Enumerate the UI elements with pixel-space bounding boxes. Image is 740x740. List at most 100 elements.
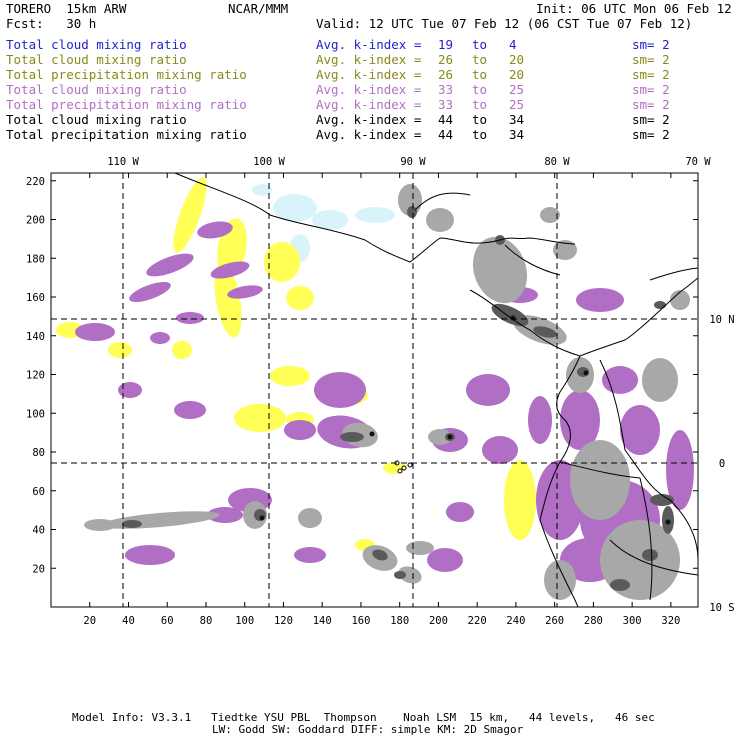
cloud-region-gray (642, 358, 678, 402)
legend-row: Total precipitation mixing ratio Avg. k-i… (6, 67, 736, 82)
x-tick-label: 140 (313, 615, 332, 627)
longitude-label: 80 W (544, 156, 570, 168)
coastline-yucatan (414, 192, 471, 211)
cloud-region-gray (398, 566, 422, 584)
legend-kindex-label: Avg. k-index = (316, 52, 422, 67)
cloud-peak (665, 519, 671, 525)
legend-kindex-label: Avg. k-index = (316, 67, 422, 82)
y-tick-label: 160 (26, 292, 45, 304)
org-label: NCAR/MMM (228, 1, 289, 16)
y-tick-label: 40 (32, 525, 45, 537)
cloud-region-gray (84, 519, 116, 531)
cloud-region-gray (426, 208, 454, 232)
x-tick-label: 60 (161, 615, 174, 627)
cloud-region-purple (197, 221, 233, 239)
cloud-core-dark (340, 432, 364, 442)
cloud-peak (369, 431, 375, 437)
footer-model-info: Model Info: V3.3.1 Tiedtke YSU PBL Thomp… (72, 711, 655, 724)
valid-time: Valid: 12 UTC Tue 07 Feb 12 (06 CST Tue … (316, 16, 693, 31)
legend-kindex-to: 25 (509, 97, 525, 112)
legend-smoothing: sm= 2 (632, 97, 670, 112)
x-tick-label: 220 (468, 615, 487, 627)
coastline-south-america-pacific (539, 355, 581, 608)
cloud-core-dark (650, 494, 674, 506)
cloud-region-purple (482, 436, 518, 464)
model-title: TORERO 15km ARW (6, 1, 127, 16)
y-tick-label: 140 (26, 331, 45, 343)
x-tick-label: 300 (623, 615, 642, 627)
cloud-region-yellow (264, 242, 300, 282)
cloud-region-gray (544, 560, 576, 600)
longitude-label: 90 W (400, 156, 426, 168)
cloud-region-light-blue (273, 194, 317, 222)
x-tick-label: 160 (351, 615, 370, 627)
legend-kindex-to-word: to (472, 82, 488, 97)
legend-smoothing: sm= 2 (632, 67, 670, 82)
cloud-region-gray (428, 429, 452, 445)
cloud-region-gray (472, 236, 528, 304)
y-tick-label: 120 (26, 370, 45, 382)
x-tick-label: 320 (661, 615, 680, 627)
legend-field: Total cloud mixing ratio (6, 82, 187, 97)
cloud-region-purple (576, 288, 624, 312)
cloud-region-purple (427, 548, 463, 572)
cloud-core-dark (407, 206, 417, 218)
country-border (504, 244, 561, 276)
cloud-region-purple (314, 372, 366, 408)
cloud-region-purple (174, 401, 206, 419)
cloud-region-gray (553, 240, 577, 260)
legend-kindex-label: Avg. k-index = (316, 127, 422, 142)
country-border (559, 461, 641, 479)
legend-smoothing: sm= 2 (632, 52, 670, 67)
cloud-region-gray (570, 440, 630, 520)
cloud-region-purple (666, 430, 694, 510)
legend-kindex-from: 26 (438, 67, 454, 82)
footer-physics: LW: Godd SW: Goddard DIFF: simple KM: 2D… (212, 723, 524, 736)
legend-kindex-to: 20 (509, 67, 525, 82)
cloud-region-gray (406, 541, 434, 555)
legend-field: Total precipitation mixing ratio (6, 67, 247, 82)
cloud-core-dark (642, 549, 658, 561)
cloud-region-purple (602, 366, 638, 394)
cloud-region-gray (540, 207, 560, 223)
cloud-region-purple (294, 547, 326, 563)
cloud-region-light-blue (355, 207, 395, 223)
cloud-region-purple (118, 382, 142, 398)
legend-kindex-from: 26 (438, 52, 454, 67)
latitude-label: 0 (719, 458, 725, 470)
legend-row: Total precipitation mixing ratio Avg. k-i… (6, 127, 736, 142)
legend-kindex-to-word: to (472, 67, 488, 82)
cloud-peak (583, 370, 589, 376)
cloud-region-gray (670, 290, 690, 310)
cloud-region-yellow (108, 342, 132, 358)
cloud-region-purple (620, 405, 660, 455)
x-tick-label: 20 (83, 615, 96, 627)
cloud-peak (259, 515, 265, 521)
legend-row: Total cloud mixing ratio Avg. k-index = 26… (6, 52, 736, 67)
legend-kindex-to-word: to (472, 97, 488, 112)
x-tick-label: 120 (274, 615, 293, 627)
legend-kindex-from: 33 (438, 97, 454, 112)
country-border (639, 477, 653, 601)
x-tick-label: 100 (235, 615, 254, 627)
country-border (599, 359, 699, 561)
legend-field: Total cloud mixing ratio (6, 52, 187, 67)
legend-kindex-from: 33 (438, 82, 454, 97)
legend-kindex-label: Avg. k-index = (316, 112, 422, 127)
coastline-panama-colombia (469, 277, 699, 357)
cloud-region-purple (446, 502, 474, 522)
latitude-label: 10 S (709, 602, 734, 614)
x-tick-label: 240 (506, 615, 525, 627)
legend-kindex-to: 4 (509, 37, 517, 52)
x-tick-label: 40 (122, 615, 135, 627)
legend-kindex-to-word: to (472, 112, 488, 127)
legend-kindex-from: 44 (438, 127, 454, 142)
x-tick-label: 260 (545, 615, 564, 627)
y-tick-label: 180 (26, 253, 45, 265)
cloud-core-dark (610, 579, 630, 591)
x-tick-label: 280 (584, 615, 603, 627)
cloud-core-dark (533, 326, 557, 338)
coastline-caribbean (649, 267, 699, 281)
cloud-region-purple (210, 261, 250, 279)
cloud-region-yellow (270, 366, 310, 386)
